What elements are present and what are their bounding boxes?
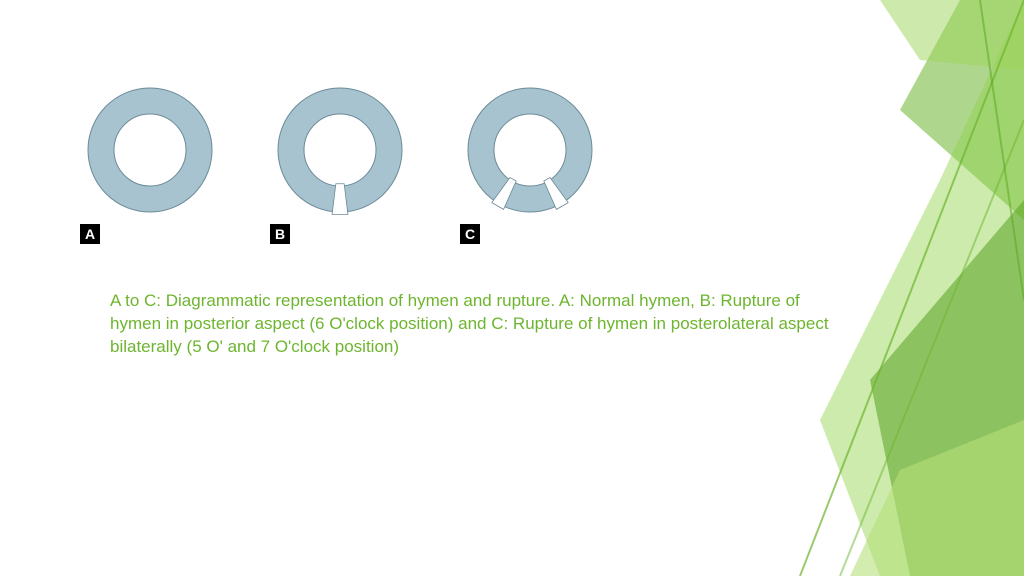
slide: A B C A to C: Diagrammatic representation … [0, 0, 1024, 576]
ring-C [460, 80, 600, 220]
diagram-C: C [460, 80, 600, 244]
diagram-label-A: A [80, 224, 100, 244]
caption-text: A to C: Diagrammatic representation of h… [110, 290, 830, 359]
ring-B [270, 80, 410, 220]
decorative-facets [784, 0, 1024, 576]
diagram-label-C: C [460, 224, 480, 244]
ring-A [80, 80, 220, 220]
diagram-A: A [80, 80, 220, 244]
diagram-row: A B C [80, 80, 600, 244]
diagram-B: B [270, 80, 410, 244]
diagram-label-B: B [270, 224, 290, 244]
